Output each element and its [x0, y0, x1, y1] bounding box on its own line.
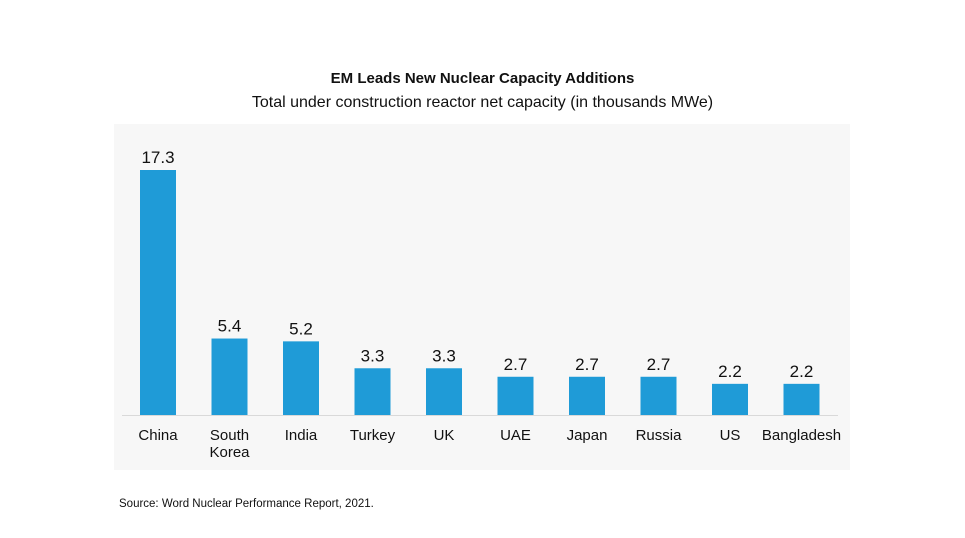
bar-2 [283, 341, 319, 415]
bar-9 [783, 383, 820, 415]
category-label-4: UK [434, 427, 455, 444]
value-label-2: 5.2 [289, 319, 313, 338]
bar-0 [140, 170, 176, 415]
bar-1 [211, 338, 248, 415]
value-label-5: 2.7 [504, 355, 528, 374]
category-label-8: US [720, 427, 741, 444]
category-label-7: Russia [636, 427, 683, 444]
category-label-2: India [285, 427, 318, 444]
value-label-0: 17.3 [141, 148, 174, 167]
category-label-3: Turkey [350, 427, 396, 444]
chart-subtitle: Total under construction reactor net cap… [251, 94, 714, 111]
category-label-1: South Korea [209, 427, 250, 461]
value-label-9: 2.2 [790, 362, 814, 381]
value-label-7: 2.7 [647, 355, 671, 374]
source-note: Source: Word Nuclear Performance Report,… [119, 498, 374, 510]
bar-7 [640, 376, 677, 415]
bar-8 [712, 383, 748, 415]
value-label-1: 5.4 [218, 317, 242, 336]
value-label-8: 2.2 [718, 362, 742, 381]
category-label-5: UAE [500, 427, 531, 444]
category-label-6: Japan [567, 427, 608, 444]
bar-3 [354, 368, 391, 415]
value-label-4: 3.3 [432, 346, 456, 365]
value-label-3: 3.3 [361, 346, 385, 365]
bar-6 [569, 376, 605, 415]
category-label-9: Bangladesh [762, 427, 841, 444]
bar-5 [497, 376, 534, 415]
category-label-0: China [138, 427, 178, 444]
bar-4 [426, 368, 462, 415]
value-label-6: 2.7 [575, 355, 599, 374]
chart-title: EM Leads New Nuclear Capacity Additions [330, 70, 635, 87]
